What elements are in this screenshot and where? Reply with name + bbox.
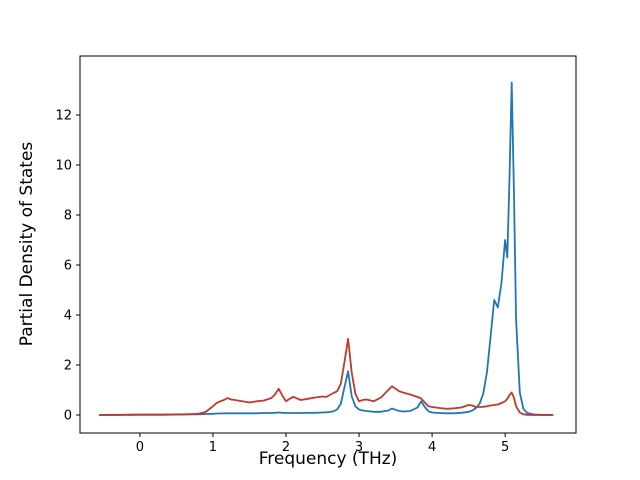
series-line-blue-pdos [98, 81, 554, 416]
y-tick-label: 0 [64, 409, 72, 424]
y-tick-label: 10 [55, 159, 72, 174]
y-tick-label: 2 [64, 359, 72, 374]
axes-box [79, 55, 577, 434]
x-tick-label: 5 [501, 440, 509, 455]
x-tick-label: 2 [282, 440, 290, 455]
x-tick-label: 1 [209, 440, 217, 455]
y-tick-label: 4 [64, 309, 72, 324]
y-axis-label: Partial Density of States [17, 142, 37, 347]
x-axis-label: Frequency (THz) [259, 449, 398, 469]
x-tick-label: 0 [136, 440, 144, 455]
x-tick-label: 3 [355, 440, 363, 455]
y-tick-label: 12 [55, 109, 72, 124]
x-tick-label: 4 [428, 440, 436, 455]
y-tick-label: 8 [64, 209, 72, 224]
y-tick-label: 6 [64, 259, 72, 274]
series-line-red-pdos [98, 337, 554, 416]
